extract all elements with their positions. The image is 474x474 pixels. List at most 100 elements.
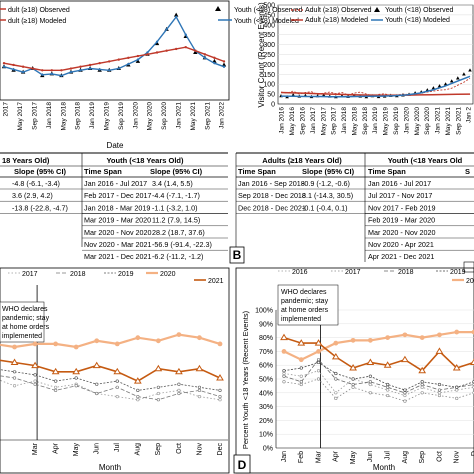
data-point — [217, 341, 223, 347]
data-point — [437, 393, 442, 398]
x-tick-label: Sep 2017 — [331, 107, 338, 135]
y-tick-label: 150 — [263, 72, 275, 79]
series-line — [283, 359, 474, 394]
x-tick-label: Mar — [32, 442, 39, 455]
data-point — [368, 380, 372, 384]
chart-frame — [0, 0, 230, 101]
data-point — [282, 369, 286, 373]
data-point — [136, 395, 140, 399]
x-tick-label: Jan 2021 — [435, 107, 442, 134]
data-point — [98, 68, 101, 71]
data-point — [12, 370, 17, 374]
data-point — [291, 93, 295, 97]
table-cell: 11.2 (7.9, 14.5) — [152, 216, 200, 225]
table-cell: Jan 2016 - Jul 2017 — [84, 179, 147, 188]
series-3 — [280, 75, 471, 98]
x-tick-label: Feb — [298, 451, 305, 463]
table-cell: Jan 2016 - Sep 2018 — [238, 179, 305, 188]
x-tick-label: Sep 2016 — [299, 107, 306, 135]
data-point — [321, 93, 326, 97]
series-2017 — [0, 379, 222, 402]
x-tick-label: Sep 2021 — [204, 102, 211, 130]
data-point — [368, 374, 372, 378]
data-point — [437, 382, 442, 387]
annotation-text: at home orders — [281, 307, 329, 314]
x-tick-label: Jan 2 — [466, 107, 473, 123]
x-tick-label: Jan 2021 — [176, 102, 183, 129]
table-cell: 3.4 (1.4, 5.5) — [152, 179, 193, 188]
data-point — [455, 388, 459, 392]
data-point — [197, 388, 202, 393]
chart-frame — [235, 267, 474, 474]
data-point — [454, 329, 460, 335]
y-axis: 0% 10% 20% 30% 40% 50% 60% 70% 80% 90% 100% — [255, 308, 474, 453]
data-point — [95, 382, 99, 386]
x-tick-label: D — [471, 451, 474, 456]
data-point — [350, 337, 356, 343]
x-tick-label: May 2021 — [190, 102, 197, 131]
data-point — [218, 395, 222, 399]
table-cell: Jan 2016 - Jul 2017 — [368, 179, 431, 188]
y-axis-title: Percent Youth <18 Years (Recent Events) — [241, 310, 250, 449]
series-line — [0, 333, 221, 349]
y-tick-label: 40% — [259, 390, 273, 397]
x-tick-label: May 2017 — [320, 107, 327, 136]
data-point — [155, 51, 159, 54]
table-group-header: 18 Years Old) — [2, 156, 50, 165]
data-point — [431, 86, 436, 90]
legend-entry: Adult (≥18) Modeled — [305, 17, 368, 24]
y-tick-label: 20% — [259, 418, 273, 425]
y-tick-label: 50 — [267, 92, 275, 99]
annotation-text: pandemic; stay — [281, 298, 329, 305]
data-point — [115, 379, 119, 383]
data-point — [203, 56, 207, 60]
data-point — [383, 361, 392, 368]
table-cell: Feb 2017 - Dec 2017 — [84, 191, 152, 200]
data-point — [2, 61, 6, 65]
data-point — [127, 56, 130, 60]
x-tick-label: Sep 2021 — [455, 107, 462, 135]
data-point — [133, 377, 142, 384]
data-point — [366, 358, 375, 365]
data-point — [135, 335, 141, 341]
data-point — [12, 63, 15, 67]
x-tick-label: May 2019 — [104, 102, 111, 131]
data-point — [316, 377, 321, 381]
data-point — [173, 12, 179, 17]
table-cell: Sep 2018 - Dec 2018 — [238, 191, 306, 200]
data-point — [316, 349, 321, 354]
table-column-header: Time Span — [84, 167, 122, 176]
series-line — [283, 331, 474, 361]
data-point — [368, 391, 372, 395]
x-axis-title: Date — [107, 141, 124, 150]
data-point — [79, 65, 82, 68]
panel-label-b: B — [233, 248, 242, 262]
data-point — [452, 363, 461, 371]
series-2020 — [281, 329, 474, 363]
x-tick-label: Jan 2018 — [341, 107, 348, 134]
annotation: WHO declares pandemic; stay at home orders… — [0, 301, 50, 343]
series-2019 — [0, 369, 222, 393]
x-tick-label: May 2020 — [147, 102, 154, 131]
x-tick-label: Mar — [315, 450, 322, 463]
data-point — [177, 388, 181, 393]
legend-entry: 2018 — [398, 269, 414, 276]
data-point — [299, 374, 303, 378]
annotation-text: WHO declares — [2, 306, 48, 313]
table-right: Adults (≥18 Years Old) Youth (<18 Years O… — [235, 152, 474, 273]
data-point — [222, 65, 226, 68]
data-point — [386, 388, 390, 392]
data-point — [94, 338, 100, 344]
x-tick-label: Jul — [114, 443, 121, 452]
series-2019 — [282, 360, 474, 392]
data-point — [194, 49, 197, 52]
legend-entry: Youth (<18) Observed — [385, 7, 454, 14]
y-tick-label: 0% — [263, 446, 273, 453]
data-point — [299, 382, 303, 387]
chart-bottom-right: 0% 10% 20% 30% 40% 50% 60% 70% 80% 90% 100% Percent… — [235, 267, 474, 474]
data-point — [471, 329, 474, 335]
x-tick-label: Oct — [176, 443, 183, 454]
y-tick-label: 100% — [255, 308, 273, 315]
